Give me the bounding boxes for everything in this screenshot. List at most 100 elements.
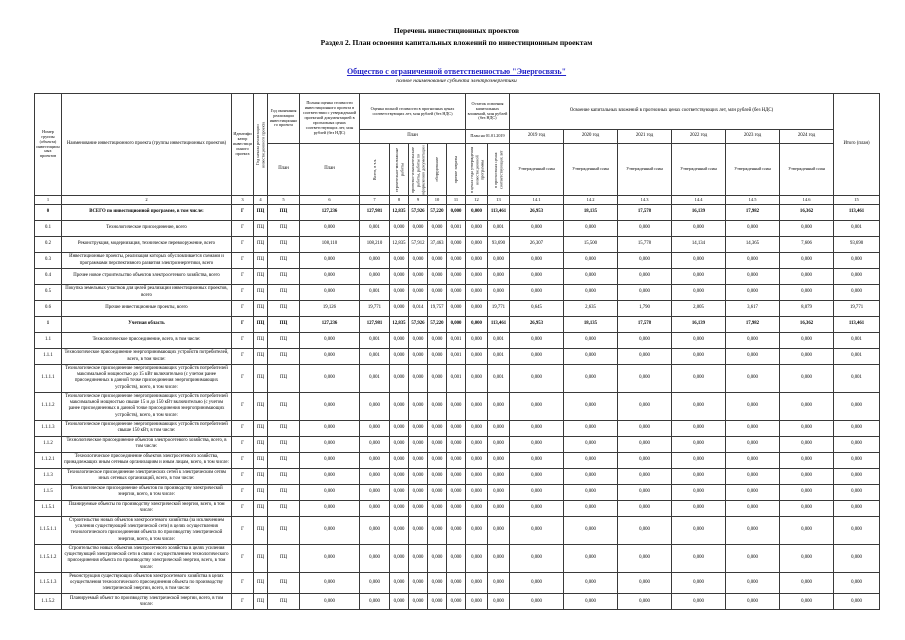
value-cell: 0,000 xyxy=(487,483,510,501)
value-cell: Г xyxy=(231,332,254,349)
value-cell: ПЦ xyxy=(267,467,300,485)
table-row: 0.4 Прочее новое строительство объектов э… xyxy=(34,268,881,285)
value-cell: 0,000 xyxy=(446,268,466,285)
value-cell: 108,210 xyxy=(359,236,390,253)
value-cell: 0,000 xyxy=(509,593,564,611)
value-cell: 93,690 xyxy=(487,236,510,253)
value-cell: 0,000 xyxy=(299,252,360,269)
value-cell: ПЦ xyxy=(267,515,300,545)
value-cell: 0,000 xyxy=(427,284,447,301)
value-cell: 0,000 xyxy=(833,593,881,611)
value-cell: 0,000 xyxy=(617,284,672,301)
value-cell: 14,365 xyxy=(725,236,780,253)
value-cell: 0,000 xyxy=(778,451,835,469)
value-cell: 12,835 xyxy=(389,204,409,221)
row-number-cell: 1.1.1.3 xyxy=(34,419,62,437)
value-cell: 127,236 xyxy=(299,204,360,221)
value-cell: 0,000 xyxy=(299,284,360,301)
value-cell: 0,000 xyxy=(833,419,881,437)
project-name-cell: Планируемые объекты по производству элек… xyxy=(61,499,232,517)
value-cell: 0,000 xyxy=(833,543,881,573)
value-cell: ПЦ xyxy=(253,419,268,437)
value-cell: 0,000 xyxy=(359,499,390,517)
value-cell: 0,000 xyxy=(427,451,447,469)
value-cell: 0,000 xyxy=(725,419,780,437)
value-cell: 0,000 xyxy=(617,543,672,573)
value-cell: 0,000 xyxy=(465,300,488,317)
value-cell: 0,000 xyxy=(725,483,780,501)
value-cell: ПЦ xyxy=(267,499,300,517)
value-cell: 0,000 xyxy=(446,300,466,317)
value-cell: 0,000 xyxy=(465,391,488,421)
value-cell: 0,000 xyxy=(833,252,881,269)
value-cell: 19,771 xyxy=(359,300,390,317)
value-cell: 127,981 xyxy=(359,316,390,333)
table-row: 1.1 Технологическое присоединение, всего,… xyxy=(34,332,881,349)
row-number-cell: 0.5 xyxy=(34,284,62,301)
table-row: 1.1.1.1 Технологическое присоединение эне… xyxy=(34,364,881,393)
value-cell: 0,000 xyxy=(408,543,428,573)
value-cell: 57,926 xyxy=(408,316,428,333)
value-cell: 0,000 xyxy=(778,571,835,595)
value-cell: 113,461 xyxy=(487,316,510,333)
value-cell: 0,000 xyxy=(427,348,447,365)
value-cell: 14,134 xyxy=(671,236,726,253)
value-cell: 0,000 xyxy=(487,252,510,269)
value-cell: 0,000 xyxy=(446,419,466,437)
value-cell: 0,001 xyxy=(359,348,390,365)
header-start-year: Год начала реализации инвестиционного пр… xyxy=(253,93,268,196)
value-cell: ПЦ xyxy=(267,451,300,469)
header-approved-plan-2020: Утвержденный план xyxy=(563,143,618,196)
value-cell: 0,000 xyxy=(408,515,428,545)
value-cell: 0,000 xyxy=(671,499,726,517)
value-cell: 18,135 xyxy=(563,316,618,333)
value-cell: 0,000 xyxy=(408,435,428,453)
project-name-cell: Строительство новых объектов электросете… xyxy=(61,543,232,573)
value-cell: Г xyxy=(231,451,254,469)
value-cell: 0,000 xyxy=(389,593,409,611)
column-numbering-row: 1 2 3 4 5 6 7 8 9 10 11 12 13 14.1 14.2 … xyxy=(34,195,881,205)
value-cell: 0,000 xyxy=(563,571,618,595)
table-row: 0 ВСЕГО по инвестиционной программе, в то… xyxy=(34,204,881,221)
table-row: 1.1.1.2 Технологическое присоединение эне… xyxy=(34,391,881,421)
value-cell: 0,001 xyxy=(833,332,881,349)
value-cell: ПЦ xyxy=(267,220,300,237)
value-cell: 0,000 xyxy=(725,252,780,269)
value-cell: 0,000 xyxy=(427,252,447,269)
value-cell: 0,000 xyxy=(299,435,360,453)
value-cell: 0,000 xyxy=(563,284,618,301)
row-number-cell: 1 xyxy=(34,316,62,333)
header-cost-design: проектно-изыскательские работы, работы п… xyxy=(408,143,428,196)
value-cell: ПЦ xyxy=(267,419,300,437)
value-cell: 0,000 xyxy=(671,483,726,501)
value-cell: 0,000 xyxy=(778,284,835,301)
value-cell: 19,771 xyxy=(487,300,510,317)
value-cell: ПЦ xyxy=(267,391,300,421)
value-cell: 0,000 xyxy=(778,220,835,237)
value-cell: 0,001 xyxy=(446,348,466,365)
row-number-cell: 1.1.5.1.2 xyxy=(34,543,62,573)
table-row: 0.2 Реконструкция, модернизация, техничес… xyxy=(34,236,881,253)
value-cell: 0,000 xyxy=(389,348,409,365)
value-cell: Г xyxy=(231,571,254,595)
value-cell: 0,000 xyxy=(408,483,428,501)
value-cell: ПЦ xyxy=(253,268,268,285)
value-cell: 0,000 xyxy=(617,451,672,469)
table-row: 1.1.5.1.1 Строительство новых объектов эл… xyxy=(34,515,881,545)
project-name-cell: Прочее новое строительство объектов элек… xyxy=(61,268,232,285)
value-cell: 0,000 xyxy=(465,515,488,545)
value-cell: 0,000 xyxy=(465,419,488,437)
value-cell: Г xyxy=(231,268,254,285)
project-name-cell: Технологическое присоединение энергоприн… xyxy=(61,419,232,437)
value-cell: 0,000 xyxy=(389,332,409,349)
company-name-link[interactable]: Общество с ограниченной ответственностью… xyxy=(346,67,567,76)
value-cell: 0,000 xyxy=(509,571,564,595)
value-cell: 0,000 xyxy=(563,332,618,349)
header-project-identifier: Идентификатор инвестиционного проекта xyxy=(231,93,254,196)
value-cell: 0,001 xyxy=(833,364,881,393)
value-cell: 0,000 xyxy=(299,467,360,485)
row-number-cell: 1.1.2 xyxy=(34,435,62,453)
value-cell: 0,000 xyxy=(359,515,390,545)
header-year-2024: 2024 год xyxy=(778,129,835,144)
value-cell: 26,953 xyxy=(509,316,564,333)
